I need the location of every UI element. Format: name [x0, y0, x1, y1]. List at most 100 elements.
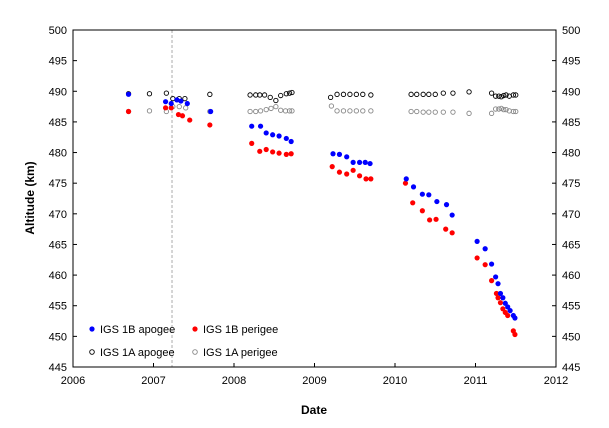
- point-igs-1b-perigee: [474, 255, 480, 261]
- point-igs-1b-perigee: [495, 295, 501, 301]
- x-axis-title: Date: [301, 403, 327, 417]
- point-igs-1a-apogee: [163, 90, 170, 96]
- point-igs-1b-apogee: [174, 97, 180, 103]
- point-igs-1a-perigee: [450, 109, 456, 115]
- point-igs-1b-perigee: [179, 113, 186, 119]
- point-igs-1b-apogee: [356, 159, 363, 165]
- point-igs-1a-apogee: [368, 92, 374, 98]
- point-igs-1a-apogee: [360, 91, 366, 97]
- point-igs-1b-apogee: [495, 281, 501, 287]
- point-igs-1b-perigee: [356, 173, 363, 179]
- point-igs-1b-apogee: [474, 238, 480, 244]
- point-igs-1b-apogee: [367, 160, 373, 167]
- point-igs-1a-perigee: [328, 103, 335, 109]
- legend: IGS 1B apogee IGS 1B perigee IGS 1A apog…: [89, 324, 278, 359]
- point-igs-1a-perigee: [360, 108, 366, 114]
- point-igs-1a-perigee: [340, 108, 347, 114]
- point-igs-1a-apogee: [283, 91, 289, 97]
- point-igs-1a-apogee: [496, 93, 502, 99]
- point-igs-1b-perigee: [443, 226, 449, 232]
- point-igs-1a-perigee: [247, 108, 253, 115]
- point-igs-1a-perigee: [440, 109, 446, 115]
- y-tick-label-left: 485: [49, 117, 67, 129]
- point-igs-1a-apogee: [432, 91, 438, 97]
- point-igs-1b-apogee: [330, 151, 336, 157]
- point-igs-1b-perigee: [368, 176, 374, 182]
- point-igs-1b-perigee: [410, 200, 416, 206]
- y-tick-label-left: 490: [49, 86, 67, 98]
- point-igs-1a-apogee: [286, 90, 293, 96]
- point-igs-1b-perigee: [505, 312, 511, 319]
- y-tick-label-right: 460: [562, 270, 580, 282]
- point-igs-1a-apogee: [501, 92, 507, 99]
- point-igs-1b-apogee: [410, 184, 417, 190]
- point-igs-1b-apogee: [263, 130, 269, 136]
- point-igs-1b-perigee: [489, 278, 495, 284]
- x-tick-labels: 2006 2007 2008 2009 2010 2011 2012: [61, 375, 568, 387]
- point-igs-1b-apogee: [434, 198, 440, 205]
- point-igs-1b-perigee: [449, 230, 455, 236]
- point-igs-1b-apogee: [350, 159, 356, 165]
- point-igs-1a-apogee: [466, 89, 472, 95]
- legend-marker-1b-perigee: [192, 326, 198, 332]
- point-igs-1b-perigee: [168, 105, 174, 111]
- point-igs-1a-perigee: [503, 107, 509, 113]
- point-igs-1a-apogee: [492, 93, 499, 99]
- point-igs-1b-apogee: [283, 135, 289, 142]
- point-igs-1b-perigee: [283, 151, 289, 157]
- point-igs-1b-perigee: [175, 111, 182, 118]
- point-igs-1a-perigee: [488, 110, 495, 116]
- point-igs-1b-perigee: [207, 122, 213, 128]
- point-igs-1b-perigee: [276, 150, 282, 156]
- point-igs-1b-apogee: [500, 295, 506, 301]
- point-igs-1a-apogee: [420, 91, 426, 97]
- y-tick-labels-left: 445 450 455 460 465 470 475 480 485 490 495 500: [49, 25, 67, 374]
- y-tick-label-left: 470: [49, 209, 67, 221]
- point-igs-1a-apogee: [327, 94, 334, 101]
- point-igs-1b-perigee: [249, 140, 255, 146]
- point-igs-1a-apogee: [503, 92, 509, 98]
- point-igs-1b-apogee: [162, 99, 169, 105]
- point-igs-1b-apogee: [362, 159, 368, 165]
- x-tick-label: 2010: [383, 375, 407, 387]
- point-igs-1b-perigee: [500, 306, 506, 312]
- point-igs-1a-perigee: [253, 108, 259, 115]
- point-igs-1b-apogee: [249, 123, 255, 129]
- point-igs-1a-perigee: [368, 108, 374, 114]
- point-igs-1b-perigee: [493, 290, 500, 297]
- point-igs-1a-perigee: [286, 108, 293, 114]
- y-tick-label-right: 495: [562, 56, 580, 68]
- y-tick-label-right: 445: [562, 362, 580, 374]
- point-igs-1a-apogee: [182, 95, 188, 102]
- point-igs-1a-perigee: [176, 103, 182, 110]
- point-igs-1b-perigee: [270, 149, 276, 155]
- point-igs-1b-perigee: [257, 148, 263, 154]
- y-tick-label-right: 485: [562, 117, 580, 129]
- plot-frame: [72, 29, 557, 368]
- point-igs-1b-perigee: [162, 105, 169, 111]
- point-igs-1a-apogee: [488, 90, 495, 96]
- legend-label-1b-perigee: IGS 1B perigee: [203, 324, 278, 336]
- point-igs-1a-perigee: [420, 109, 426, 115]
- point-igs-1a-perigee: [501, 107, 507, 113]
- point-igs-1b-apogee: [270, 132, 276, 138]
- point-igs-1a-perigee: [426, 109, 432, 115]
- x-tick-label: 2006: [61, 375, 85, 387]
- point-igs-1b-perigee: [329, 164, 335, 170]
- y-tick-label-right: 455: [562, 301, 580, 313]
- point-igs-1a-apogee: [450, 90, 456, 96]
- point-igs-1a-apogee: [278, 92, 284, 99]
- point-igs-1a-apogee: [289, 89, 295, 96]
- point-igs-1a-apogee: [347, 91, 353, 97]
- y-tick-label-left: 455: [49, 301, 67, 313]
- y-tick-label-right: 465: [562, 239, 580, 251]
- point-igs-1b-apogee: [512, 315, 518, 321]
- point-igs-1b-apogee: [443, 202, 450, 208]
- legend-marker-1a-apogee: [89, 349, 95, 355]
- legend-label-1a-apogee: IGS 1A apogee: [100, 347, 175, 359]
- y-tick-label-left: 480: [49, 148, 67, 160]
- y-tick-label-left: 445: [49, 362, 67, 374]
- point-igs-1b-apogee: [493, 274, 499, 280]
- point-igs-1b-perigee: [344, 171, 350, 177]
